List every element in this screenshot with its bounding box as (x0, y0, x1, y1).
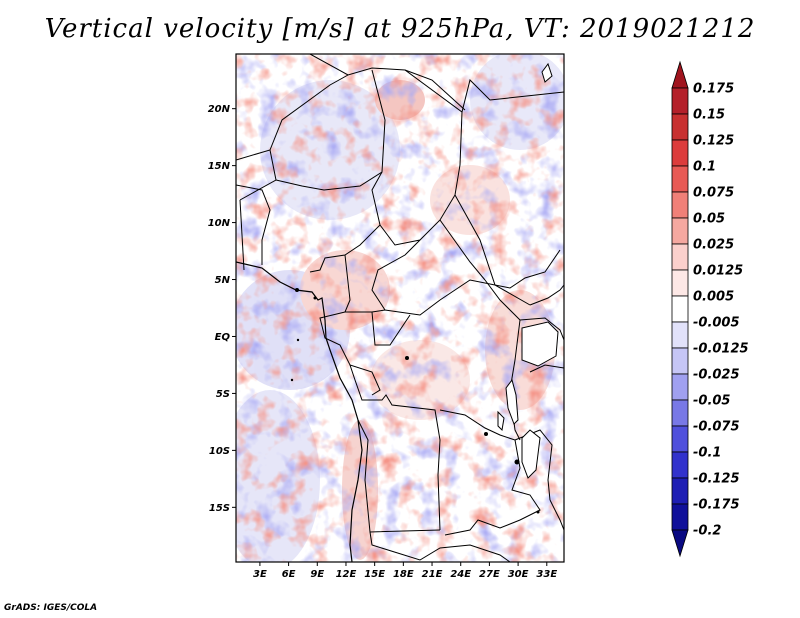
lon-tick-label: 21E (422, 569, 443, 580)
lakes (497, 62, 559, 479)
colorbar: 0.175 0.15 0.125 0.1 0.075 0.05 0.025 0.0125 0.0… (671, 60, 749, 558)
lon-tick-label: 27E (479, 569, 500, 580)
latitude-axis: 20N 15N 10N 5N EQ 5S 10S 15S (208, 104, 236, 514)
colorbar-label: 0.0125 (693, 264, 743, 279)
colorbar-swatch (671, 217, 689, 245)
lon-tick-label: 15E (364, 569, 385, 580)
colorbar-label: -0.075 (693, 420, 740, 435)
colorbar-label: -0.125 (693, 472, 740, 487)
colorbar-swatch (671, 529, 689, 558)
lat-tick-label: 20N (208, 104, 231, 115)
colorbar-swatch (671, 425, 689, 453)
colorbar-swatch (671, 269, 689, 297)
longitude-axis: 3E 6E 9E 12E 15E 18E 21E 24E 27E 30E 33E (253, 562, 557, 580)
lat-tick-label: 5N (215, 275, 231, 286)
colorbar-label: 0.125 (693, 134, 734, 149)
colorbar-swatch (671, 243, 689, 271)
colorbar-swatch (671, 503, 689, 531)
velocity-field-positive (236, 54, 564, 562)
coastline (236, 261, 363, 562)
lon-tick-label: 12E (336, 569, 357, 580)
map-frame (235, 53, 565, 563)
colorbar-swatch (671, 347, 689, 375)
lon-tick-label: 6E (282, 569, 296, 580)
colorbar-label: 0.175 (693, 82, 734, 97)
lon-tick-label: 18E (393, 569, 414, 580)
colorbar-label: -0.175 (693, 498, 740, 513)
colorbar-swatch (671, 373, 689, 401)
colorbar-label: -0.0125 (693, 342, 749, 357)
colorbar-label: 0.05 (693, 212, 725, 227)
lon-tick-label: 3E (253, 569, 267, 580)
lon-tick-label: 24E (450, 569, 471, 580)
colorbar-swatch (671, 165, 689, 193)
map-plot-area (236, 54, 564, 562)
colorbar-swatch (671, 191, 689, 219)
colorbar-swatch (671, 113, 689, 141)
colorbar-label: 0.1 (693, 160, 716, 175)
lon-tick-label: 33E (536, 569, 557, 580)
colorbar-label: 0.15 (693, 108, 725, 123)
colorbar-swatch (671, 139, 689, 167)
colorbar-label: 0.025 (693, 238, 734, 253)
colorbar-label: 0.075 (693, 186, 734, 201)
lat-tick-label: 15N (208, 161, 231, 172)
lat-tick-label: 10S (209, 446, 230, 457)
colorbar-swatch (671, 295, 689, 323)
lat-tick-label: 5S (216, 389, 230, 400)
colorbar-swatch (671, 87, 689, 115)
colorbar-label: -0.1 (693, 446, 721, 461)
colorbar-swatch (671, 451, 689, 479)
footer-credit: GrADS: IGES/COLA (4, 603, 98, 613)
colorbar-swatch (671, 60, 689, 89)
lat-tick-label: 15S (209, 503, 230, 514)
colorbar-label: 0.005 (693, 290, 734, 305)
colorbar-swatch (671, 321, 689, 349)
lon-tick-label: 9E (310, 569, 324, 580)
colorbar-label: -0.005 (693, 316, 740, 331)
lat-tick-label: EQ (215, 332, 231, 343)
lat-tick-label: 10N (208, 218, 231, 229)
colorbar-swatch (671, 477, 689, 505)
colorbar-label: -0.025 (693, 368, 740, 383)
lon-tick-label: 30E (508, 569, 529, 580)
colorbar-label: -0.2 (693, 524, 721, 539)
colorbar-swatch (671, 399, 689, 427)
colorbar-label: -0.05 (693, 394, 730, 409)
coastal-details (290, 288, 540, 514)
chart-title: Vertical velocity [m/s] at 925hPa, VT: 2… (44, 14, 756, 44)
